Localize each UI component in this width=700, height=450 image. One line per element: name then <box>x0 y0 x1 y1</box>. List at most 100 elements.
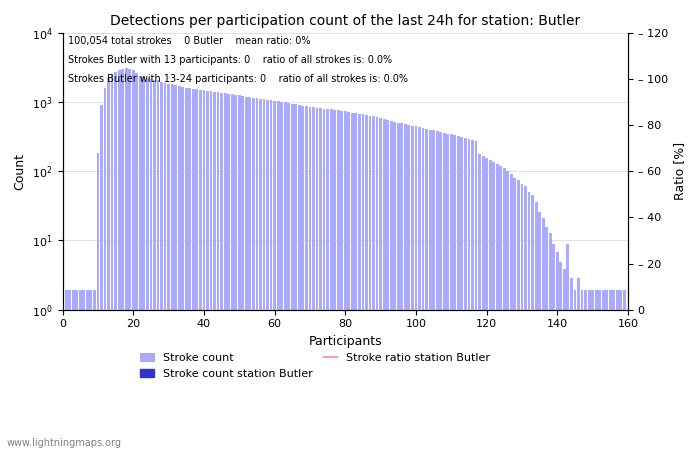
Bar <box>407 125 410 313</box>
Bar <box>595 290 598 313</box>
Bar <box>542 218 545 313</box>
Bar <box>418 127 421 313</box>
Bar <box>178 86 181 313</box>
Bar <box>248 97 251 313</box>
Bar <box>209 91 212 313</box>
Bar <box>620 290 622 313</box>
Bar <box>379 118 382 313</box>
Bar <box>556 252 559 313</box>
Bar <box>309 107 312 313</box>
Bar <box>79 290 82 313</box>
Bar <box>234 95 237 313</box>
Bar <box>517 180 520 313</box>
Bar <box>114 72 117 313</box>
Bar <box>535 202 538 313</box>
Bar <box>90 290 92 313</box>
Bar <box>202 90 205 313</box>
Bar <box>606 290 608 313</box>
Bar <box>135 73 138 313</box>
Bar <box>454 135 456 313</box>
Bar <box>580 290 583 313</box>
Bar <box>305 106 308 313</box>
Bar <box>146 78 149 313</box>
Bar <box>340 111 343 313</box>
Bar <box>86 290 89 313</box>
Bar <box>291 104 294 313</box>
Bar <box>612 290 615 313</box>
Bar <box>333 110 336 313</box>
Bar <box>570 278 573 313</box>
Title: Detections per participation count of the last 24h for station: Butler: Detections per participation count of th… <box>110 14 580 27</box>
Bar <box>111 75 113 313</box>
Bar <box>347 112 350 313</box>
Bar <box>577 278 580 313</box>
Bar <box>482 156 484 313</box>
Bar <box>616 290 619 313</box>
Bar <box>262 99 265 313</box>
Bar <box>125 68 127 313</box>
Bar <box>295 104 298 313</box>
Bar <box>323 109 326 313</box>
Bar <box>383 119 386 313</box>
Bar <box>447 134 449 313</box>
Bar <box>468 139 470 313</box>
Bar <box>312 107 315 313</box>
Bar <box>337 110 340 313</box>
Bar <box>107 78 110 313</box>
Bar <box>68 290 71 313</box>
Bar <box>76 290 78 313</box>
Bar <box>93 290 96 313</box>
Bar <box>224 94 227 313</box>
Bar <box>450 135 453 313</box>
Bar <box>153 80 156 313</box>
Bar <box>400 123 403 313</box>
Bar <box>443 133 446 313</box>
Bar <box>549 233 552 313</box>
Bar <box>302 105 304 313</box>
Bar <box>276 101 279 313</box>
Bar <box>563 269 566 313</box>
Bar <box>435 131 439 313</box>
Bar <box>365 115 368 313</box>
Bar <box>503 168 505 313</box>
Bar <box>514 178 517 313</box>
Bar <box>478 154 481 313</box>
Bar <box>538 212 541 313</box>
Bar <box>492 162 495 313</box>
Bar <box>602 290 605 313</box>
Bar <box>188 88 191 313</box>
Bar <box>195 90 198 313</box>
Bar <box>457 136 460 313</box>
Bar <box>425 129 428 313</box>
Bar <box>598 290 601 313</box>
Bar <box>372 117 375 313</box>
Bar <box>326 109 329 313</box>
Bar <box>421 128 424 313</box>
Bar <box>404 124 407 313</box>
Bar <box>256 98 258 313</box>
Bar <box>287 103 290 313</box>
Bar <box>397 123 400 313</box>
Bar <box>231 94 234 313</box>
Bar <box>510 174 513 313</box>
Bar <box>411 126 414 313</box>
Bar <box>192 89 195 313</box>
Bar <box>432 130 435 313</box>
Bar <box>174 85 177 313</box>
Bar <box>471 140 474 313</box>
Bar <box>489 160 491 313</box>
Bar <box>61 290 64 313</box>
Bar <box>584 290 587 313</box>
Bar <box>64 290 67 313</box>
Y-axis label: Ratio [%]: Ratio [%] <box>673 142 687 200</box>
Bar <box>220 93 223 313</box>
Legend: Stroke count, Stroke count station Butler, Stroke ratio station Butler: Stroke count, Stroke count station Butle… <box>136 348 494 383</box>
Bar <box>150 79 153 313</box>
Bar <box>524 186 527 313</box>
Bar <box>213 92 216 313</box>
Bar <box>609 290 612 313</box>
Bar <box>461 137 463 313</box>
Bar <box>531 195 534 313</box>
Bar <box>528 192 531 313</box>
Bar <box>83 290 85 313</box>
